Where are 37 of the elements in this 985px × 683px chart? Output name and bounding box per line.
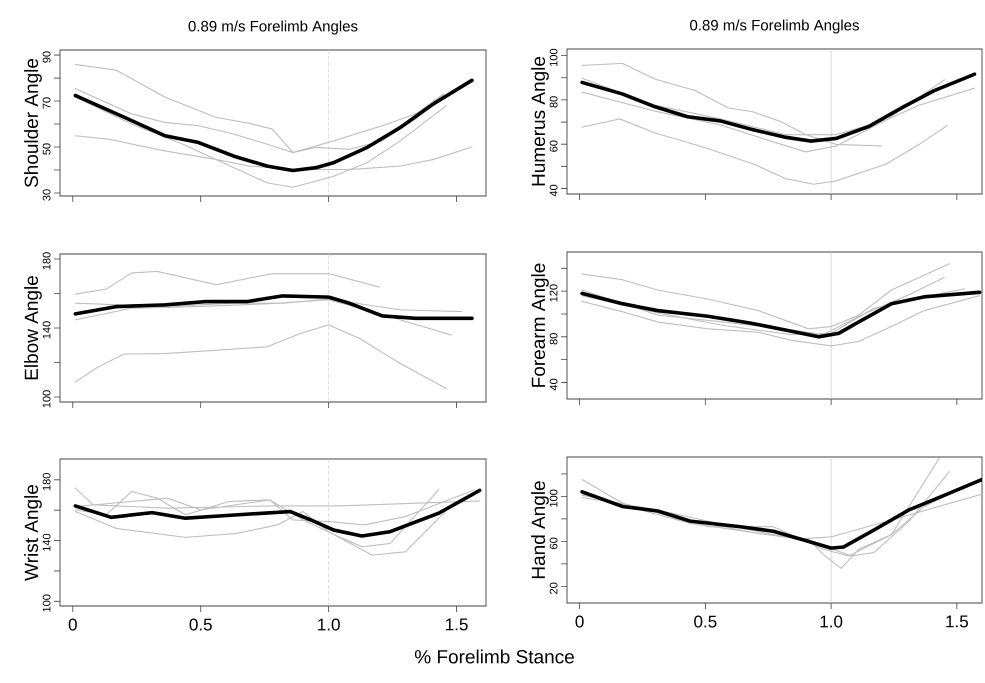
x-tick-label: 1.0 [820,616,842,628]
x-axis-title: % Forelimb Stance [414,650,574,664]
x-tick-label: 0 [68,618,77,631]
y-tick-label: 100 [42,390,50,408]
y-axis-title: Forearm Angle [531,264,549,387]
x-tick-label: 1.5 [946,616,968,628]
y-tick-label: 120 [550,284,558,302]
y-tick-label: 100 [550,48,558,66]
y-tick-label: 140 [42,321,50,338]
y-tick-label: 60 [550,538,558,549]
x-tick-label: 0 [576,616,584,628]
x-tick-label: 0.5 [190,618,212,631]
y-tick-label: 80 [550,96,558,108]
chart-title: 0.89 m/s Forelimb Angles [690,19,859,34]
y-tick-label: 140 [42,534,50,551]
chart-title: 0.89 m/s Forelimb Angles [188,20,358,34]
y-tick-label: 40 [550,184,558,196]
x-tick-label: 0.5 [694,616,716,628]
y-tick-label: 90 [42,51,50,63]
y-tick-label: 180 [42,252,50,270]
y-axis-title: Wrist Angle [24,484,42,581]
y-tick-label: 60 [550,140,558,152]
y-axis-title: Shoulder Angle [24,58,42,188]
y-tick-label: 30 [42,189,50,201]
y-tick-label: 100 [550,490,558,507]
y-tick-label: 50 [42,143,50,155]
x-tick-label: 1.0 [318,618,340,631]
y-axis-title: Hand Angle [531,481,549,578]
y-tick-label: 80 [550,333,558,344]
y-tick-label: 40 [550,378,558,390]
y-tick-label: 70 [42,97,50,109]
y-tick-label: 100 [42,594,50,612]
y-tick-label: 180 [42,473,50,490]
y-axis-title: Humerus Angle [531,56,549,186]
y-tick-label: 20 [550,582,558,594]
x-tick-label: 1.5 [446,618,468,630]
y-axis-title: Elbow Angle [24,276,42,380]
